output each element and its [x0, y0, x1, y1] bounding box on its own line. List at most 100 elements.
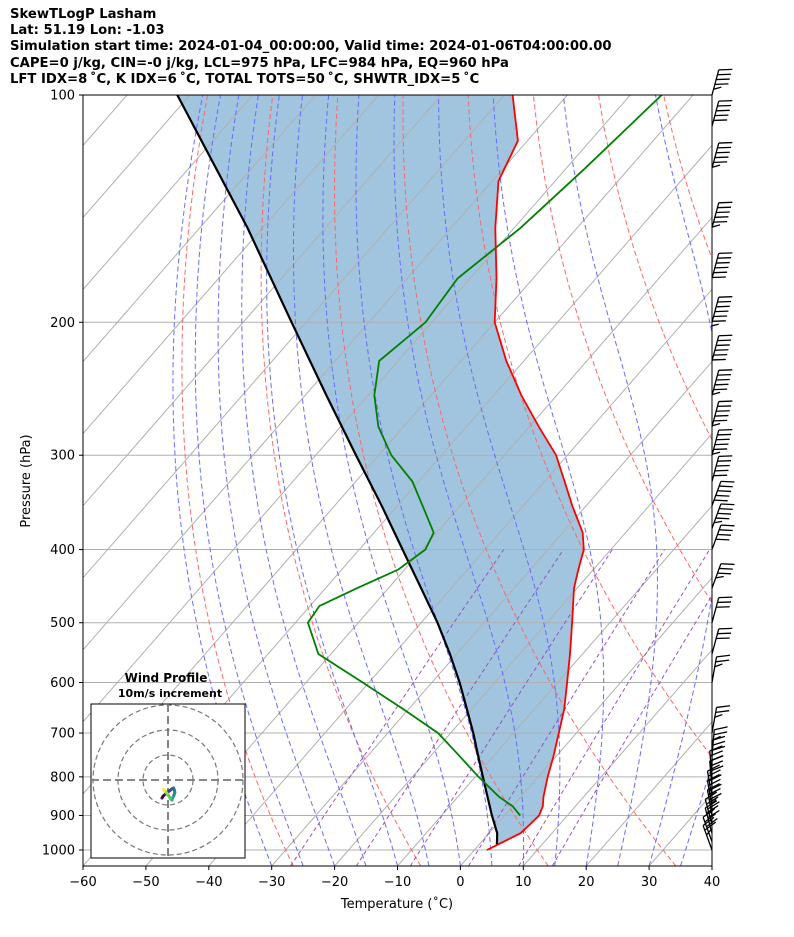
- wind-barb: [711, 141, 733, 169]
- moist-adiabat: [172, 95, 273, 866]
- barb-feather: [711, 740, 726, 747]
- x-tick-label: −50: [132, 875, 159, 890]
- isotherm-line: [83, 95, 254, 291]
- barb-staff: [711, 429, 720, 456]
- moist-adiabat: [492, 95, 605, 866]
- hodograph-trace-segment: [162, 788, 166, 792]
- barb-feather: [713, 735, 721, 741]
- barb-feather: [720, 524, 735, 527]
- temperature-line: [486, 95, 585, 851]
- y-tick-label: 300: [50, 449, 75, 464]
- y-tick-label: 100: [50, 89, 75, 104]
- moist-adiabat: [393, 95, 525, 866]
- barb-feather: [714, 499, 728, 502]
- barb-staff: [711, 296, 720, 323]
- y-tick-label: 400: [50, 543, 75, 558]
- wind-barb: [711, 252, 733, 279]
- barb-feather: [717, 533, 732, 536]
- x-axis: −60 −50 −40 −30 −20 −10 0 10 20 30 40: [69, 866, 720, 890]
- wind-barb: [711, 369, 733, 396]
- parcel-line: [176, 95, 499, 846]
- barb-feather: [719, 508, 733, 510]
- barb-staff: [711, 335, 720, 362]
- barb-feather: [714, 726, 728, 731]
- isotherm-line: [83, 95, 631, 723]
- moist-adiabats: [172, 95, 712, 866]
- wind-barb: [711, 596, 733, 623]
- y-tick-label: 900: [50, 809, 75, 824]
- wind-barb: [711, 334, 733, 362]
- isotherm-line: [83, 95, 505, 579]
- mixing-ratio-line: [290, 549, 505, 866]
- x-tick-label: −60: [69, 875, 96, 890]
- barb-feather: [720, 503, 735, 506]
- isotherm-line: [83, 95, 380, 435]
- chart-title: SkewTLogP Lasham: [10, 7, 157, 22]
- stability-indices: LFT IDX=8 ˚C, K IDX=6 ˚C, TOTAL TOTS=50 …: [10, 71, 480, 87]
- moist-adiabat: [680, 763, 712, 866]
- x-tick-label: 40: [704, 875, 721, 890]
- barb-feather: [712, 164, 721, 168]
- barb-feather: [719, 567, 733, 570]
- barb-feather: [715, 538, 730, 541]
- dry-adiabat: [402, 95, 677, 866]
- barb-staff: [711, 456, 720, 482]
- wind-barb: [711, 503, 735, 529]
- wind-barb: [711, 455, 733, 482]
- wind-barb: [710, 296, 733, 327]
- moist-adiabat: [241, 95, 367, 866]
- barb-feather: [715, 494, 730, 497]
- moist-adiabat: [266, 95, 398, 866]
- barb-feather: [713, 731, 728, 736]
- wind-barb: [711, 99, 733, 127]
- barb-feather: [714, 663, 723, 668]
- moist-adiabat: [562, 95, 659, 866]
- barb-staff: [711, 142, 720, 169]
- x-tick-label: −20: [321, 875, 348, 890]
- isotherm-line: [83, 95, 317, 363]
- convective-parameters: CAPE=0 j/kg, CIN=-0 j/kg, LCL=975 hPa, L…: [10, 55, 509, 71]
- barb-staff: [711, 656, 718, 683]
- y-tick-label: 200: [50, 316, 75, 331]
- y-tick-label: 600: [50, 676, 75, 691]
- wind-barb: [711, 201, 733, 229]
- moist-adiabat: [711, 864, 712, 866]
- moist-adiabat: [322, 95, 461, 866]
- barb-staff: [711, 202, 720, 229]
- barb-feather: [713, 86, 722, 90]
- x-tick-label: −40: [195, 875, 222, 890]
- barb-feather: [715, 710, 730, 714]
- y-axis: 1000 900 800 700 600 500 400 300 200 100: [42, 89, 83, 859]
- dry-adiabat: [532, 95, 712, 604]
- barb-feather: [717, 490, 732, 493]
- isotherms: [83, 95, 712, 866]
- barb-staff: [711, 503, 722, 529]
- barb-feather: [712, 451, 721, 455]
- wind-barb: [711, 400, 733, 427]
- cape-area: [177, 95, 584, 845]
- x-tick-label: 30: [641, 875, 658, 890]
- barb-feather: [717, 512, 732, 515]
- barb-staff: [711, 370, 720, 396]
- barb-feather: [720, 563, 735, 566]
- x-tick-label: 10: [515, 875, 532, 890]
- barb-staff: [711, 253, 720, 279]
- barb-feather: [716, 654, 731, 658]
- x-tick-label: 0: [456, 875, 464, 890]
- dry-adiabat: [333, 95, 549, 866]
- moist-adiabat: [355, 95, 493, 866]
- barb-feather: [707, 764, 720, 772]
- moist-adiabat: [194, 95, 304, 866]
- mixing-ratio-line: [409, 549, 613, 866]
- barb-feather: [712, 224, 721, 228]
- isotherm-line: [585, 721, 712, 866]
- dry-adiabat: [598, 95, 712, 441]
- chart-header: SkewTLogP Lasham Lat: 51.19 Lon: -1.03 S…: [10, 7, 612, 88]
- moist-adiabat: [217, 95, 336, 866]
- isotherm-line: [83, 95, 442, 507]
- y-tick-label: 1000: [42, 844, 75, 859]
- barb-feather: [720, 480, 735, 483]
- isotherm-line: [145, 216, 712, 866]
- wind-barb: [711, 726, 728, 756]
- y-tick-label: 500: [50, 616, 75, 631]
